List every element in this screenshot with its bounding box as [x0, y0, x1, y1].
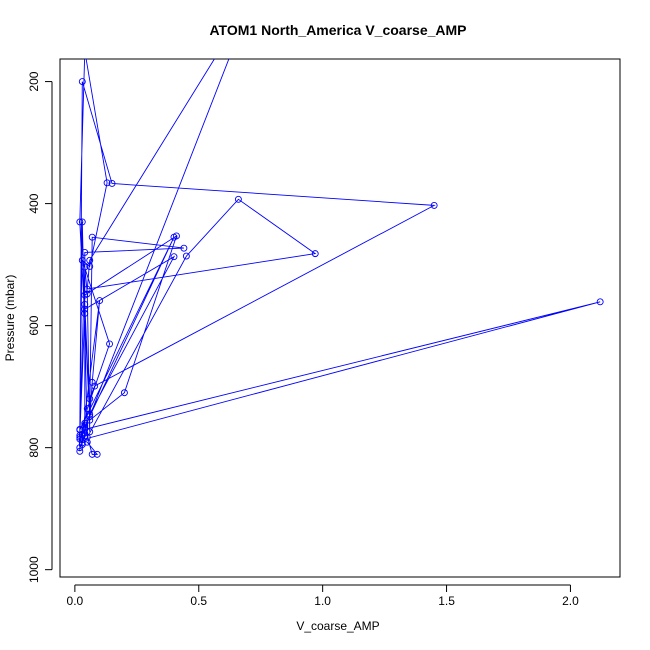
data-point — [120, 389, 128, 397]
data-point — [76, 447, 84, 455]
data-point — [96, 297, 104, 305]
data-point — [93, 450, 101, 458]
y-axis: 200 400 600 800 1000 — [27, 71, 53, 583]
data-point — [81, 263, 89, 271]
data-point — [88, 450, 96, 458]
data-point — [81, 300, 89, 308]
data-point — [182, 252, 190, 260]
data-point — [81, 305, 89, 313]
x-tick-label: 0.5 — [190, 594, 207, 608]
data-point — [81, 419, 89, 427]
data-point — [596, 298, 604, 306]
data-point — [108, 180, 116, 187]
data-point — [180, 244, 188, 252]
data-point — [78, 78, 86, 86]
data-point — [311, 250, 319, 258]
data-point — [91, 382, 99, 390]
y-tick-label: 1000 — [27, 556, 41, 583]
data-point — [83, 285, 91, 293]
y-tick-label: 800 — [27, 437, 41, 457]
series-layer — [76, 48, 604, 458]
x-tick-label: 0.0 — [67, 594, 84, 608]
data-point — [76, 433, 84, 441]
data-point — [81, 432, 89, 440]
data-point — [86, 410, 94, 418]
data-point — [430, 201, 438, 209]
y-tick-label: 200 — [27, 71, 41, 91]
plot-frame — [59, 58, 621, 578]
x-axis: 0.0 0.5 1.0 1.5 2.0 — [67, 584, 579, 608]
data-point — [81, 309, 89, 317]
data-point — [170, 253, 178, 261]
x-tick-label: 1.5 — [438, 594, 455, 608]
data-point — [234, 195, 242, 203]
data-point — [81, 429, 89, 437]
data-point — [76, 435, 84, 443]
y-axis-label: Pressure (mbar) — [3, 275, 17, 362]
y-tick-label: 600 — [27, 315, 41, 335]
series-line-0 — [79, 59, 601, 455]
data-point — [82, 48, 88, 54]
data-point — [103, 179, 111, 187]
data-point — [83, 290, 91, 298]
data-point — [81, 421, 89, 429]
data-point — [88, 378, 96, 386]
data-point — [78, 256, 86, 264]
data-point — [106, 340, 114, 348]
data-point — [83, 405, 91, 413]
chart-title: ATOM1 North_America V_coarse_AMP — [209, 22, 466, 38]
data-point — [76, 218, 84, 226]
x-tick-label: 2.0 — [562, 594, 579, 608]
x-tick-label: 1.0 — [314, 594, 331, 608]
y-tick-label: 400 — [27, 193, 41, 213]
data-point — [88, 233, 96, 241]
data-point — [81, 248, 89, 256]
data-point — [170, 233, 178, 241]
data-point — [86, 413, 94, 420]
data-point — [86, 262, 94, 270]
data-point — [78, 218, 86, 226]
data-point — [78, 439, 86, 447]
data-point — [86, 395, 94, 403]
x-axis-label: V_coarse_AMP — [296, 619, 379, 633]
